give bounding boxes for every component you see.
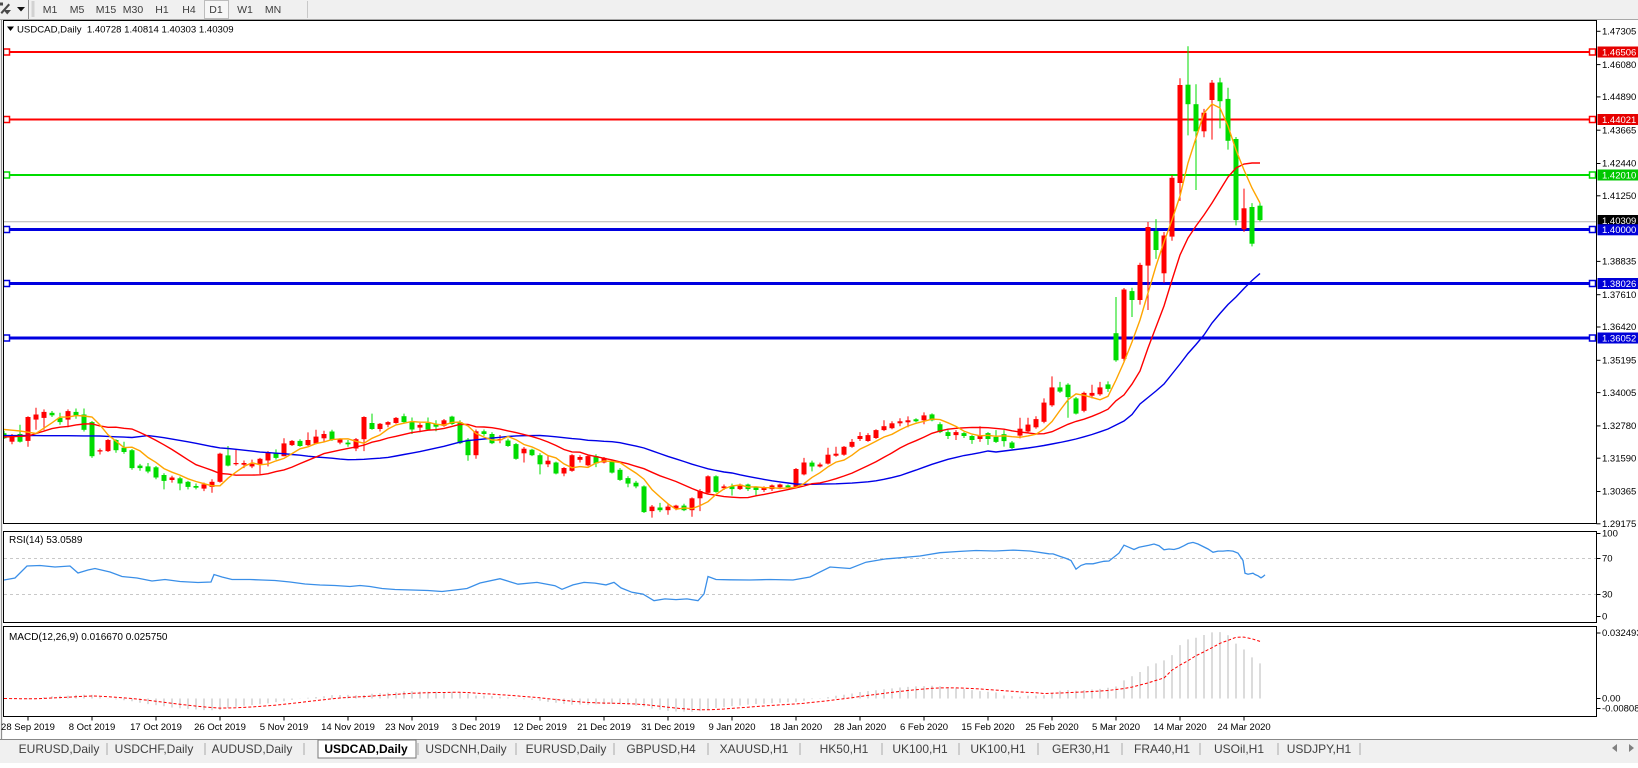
svg-text:1.42010: 1.42010 <box>1602 170 1636 181</box>
svg-text:1.44890: 1.44890 <box>1602 92 1636 103</box>
svg-text:1.34005: 1.34005 <box>1602 388 1636 399</box>
svg-text:GER30,H1: GER30,H1 <box>1052 742 1110 756</box>
svg-text:USOil,H1: USOil,H1 <box>1214 742 1264 756</box>
svg-text:5 Mar 2020: 5 Mar 2020 <box>1092 722 1140 733</box>
svg-text:31 Dec 2019: 31 Dec 2019 <box>641 722 695 733</box>
svg-text:W1: W1 <box>237 4 253 16</box>
svg-text:XAUUSD,H1: XAUUSD,H1 <box>720 742 789 756</box>
svg-text:0: 0 <box>1602 612 1607 623</box>
svg-text:M30: M30 <box>123 4 144 16</box>
svg-text:M15: M15 <box>96 4 117 16</box>
svg-text:8 Oct 2019: 8 Oct 2019 <box>69 722 115 733</box>
svg-text:0.032493: 0.032493 <box>1602 628 1638 639</box>
svg-text:25 Feb 2020: 25 Feb 2020 <box>1025 722 1078 733</box>
svg-text:UK100,H1: UK100,H1 <box>970 742 1026 756</box>
svg-text:1.36052: 1.36052 <box>1602 333 1636 344</box>
svg-text:USDCHF,Daily: USDCHF,Daily <box>115 742 194 756</box>
svg-text:100: 100 <box>1602 529 1618 540</box>
svg-text:M1: M1 <box>43 4 58 16</box>
svg-text:1.37610: 1.37610 <box>1602 290 1636 301</box>
svg-text:5 Nov 2019: 5 Nov 2019 <box>260 722 309 733</box>
svg-text:1.36420: 1.36420 <box>1602 322 1636 333</box>
svg-text:1.46506: 1.46506 <box>1602 47 1636 58</box>
svg-text:USDCNH,Daily: USDCNH,Daily <box>425 742 506 756</box>
svg-text:21 Dec 2019: 21 Dec 2019 <box>577 722 631 733</box>
svg-text:1.40000: 1.40000 <box>1602 225 1636 236</box>
svg-text:1.38835: 1.38835 <box>1602 257 1636 268</box>
svg-text:23 Nov 2019: 23 Nov 2019 <box>385 722 439 733</box>
svg-text:14 Mar 2020: 14 Mar 2020 <box>1153 722 1206 733</box>
svg-text:EURUSD,Daily: EURUSD,Daily <box>19 742 100 756</box>
svg-text:H1: H1 <box>155 4 169 16</box>
svg-text:17 Oct 2019: 17 Oct 2019 <box>130 722 182 733</box>
svg-text:28 Jan 2020: 28 Jan 2020 <box>834 722 886 733</box>
svg-text:15 Feb 2020: 15 Feb 2020 <box>961 722 1014 733</box>
svg-text:1.30365: 1.30365 <box>1602 487 1636 498</box>
svg-text:24 Mar 2020: 24 Mar 2020 <box>1217 722 1270 733</box>
svg-text:RSI(14) 53.0589: RSI(14) 53.0589 <box>9 535 83 546</box>
svg-text:D1: D1 <box>209 4 223 16</box>
svg-text:26 Oct 2019: 26 Oct 2019 <box>194 722 246 733</box>
svg-text:-0.008086: -0.008086 <box>1602 704 1638 715</box>
svg-text:14 Nov 2019: 14 Nov 2019 <box>321 722 375 733</box>
svg-text:1.35195: 1.35195 <box>1602 356 1636 367</box>
svg-text:H4: H4 <box>182 4 196 16</box>
svg-text:1.47305: 1.47305 <box>1602 27 1636 38</box>
svg-text:1.41250: 1.41250 <box>1602 191 1636 202</box>
svg-text:MN: MN <box>265 4 281 16</box>
svg-text:USDCAD,Daily: USDCAD,Daily <box>324 742 408 756</box>
svg-text:M5: M5 <box>70 4 85 16</box>
svg-text:GBPUSD,H4: GBPUSD,H4 <box>626 742 696 756</box>
svg-text:18 Jan 2020: 18 Jan 2020 <box>770 722 822 733</box>
svg-text:FRA40,H1: FRA40,H1 <box>1134 742 1190 756</box>
svg-text:1.46080: 1.46080 <box>1602 60 1636 71</box>
svg-text:1.42440: 1.42440 <box>1602 159 1636 170</box>
svg-text:HK50,H1: HK50,H1 <box>820 742 869 756</box>
svg-text:1.38026: 1.38026 <box>1602 279 1636 290</box>
svg-text:28 Sep 2019: 28 Sep 2019 <box>1 722 55 733</box>
svg-text:AUDUSD,Daily: AUDUSD,Daily <box>212 742 293 756</box>
svg-text:9 Jan 2020: 9 Jan 2020 <box>708 722 755 733</box>
svg-text:MACD(12,26,9) 0.016670 0.02575: MACD(12,26,9) 0.016670 0.025750 <box>9 632 168 643</box>
svg-text:EURUSD,Daily: EURUSD,Daily <box>526 742 607 756</box>
svg-text:1.44021: 1.44021 <box>1602 115 1636 126</box>
svg-text:1.43665: 1.43665 <box>1602 125 1636 136</box>
svg-text:1.32780: 1.32780 <box>1602 421 1636 432</box>
svg-text:USDCAD,Daily 1.40728 1.40814: USDCAD,Daily 1.40728 1.40814 1.40303 1.4… <box>17 25 234 36</box>
svg-text:3 Dec 2019: 3 Dec 2019 <box>452 722 501 733</box>
svg-text:30: 30 <box>1602 590 1613 601</box>
svg-text:UK100,H1: UK100,H1 <box>892 742 948 756</box>
svg-text:6 Feb 2020: 6 Feb 2020 <box>900 722 948 733</box>
svg-text:1.31590: 1.31590 <box>1602 453 1636 464</box>
svg-text:USDJPY,H1: USDJPY,H1 <box>1287 742 1352 756</box>
svg-text:12 Dec 2019: 12 Dec 2019 <box>513 722 567 733</box>
svg-text:70: 70 <box>1602 554 1613 565</box>
